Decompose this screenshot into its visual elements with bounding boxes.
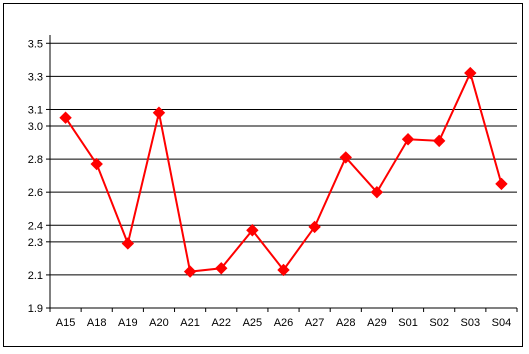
chart-frame [3, 3, 523, 347]
data-point-marker [59, 111, 72, 124]
y-tick-label: 2.3 [28, 237, 43, 249]
data-point-marker [432, 134, 446, 148]
data-point-marker [152, 106, 166, 119]
y-tick-label: 2.4 [28, 220, 43, 232]
x-tick-label: A20 [149, 317, 169, 329]
x-tick-label: A29 [367, 317, 387, 329]
y-tick-label: 2.6 [28, 187, 43, 199]
y-tick-label: 3.0 [28, 121, 43, 133]
data-point-marker [121, 237, 135, 250]
x-tick-label: A28 [336, 317, 356, 329]
x-tick-label: S02 [429, 317, 449, 329]
data-point-marker [90, 157, 103, 171]
x-tick-label: S01 [398, 317, 418, 329]
x-tick-label: A22 [211, 317, 231, 329]
y-tick-label: 3.3 [28, 71, 43, 83]
x-tick-label: S03 [461, 317, 481, 329]
y-tick-label: 3.1 [28, 104, 43, 116]
y-tick-label: 3.5 [28, 38, 43, 50]
data-point-marker [339, 151, 352, 164]
data-point-marker [401, 133, 415, 146]
x-tick-label: A26 [274, 317, 294, 329]
data-point-marker [183, 265, 197, 278]
y-tick-label: 1.9 [28, 303, 43, 315]
data-point-marker [308, 220, 321, 234]
x-tick-label: A21 [180, 317, 200, 329]
data-point-marker [215, 262, 228, 275]
x-tick-label: A15 [56, 317, 76, 329]
x-tick-label: A19 [118, 317, 138, 329]
data-point-marker [370, 185, 384, 199]
x-tick-label: A18 [87, 317, 107, 329]
y-tick-label: 2.1 [28, 270, 43, 282]
x-tick-label: A27 [305, 317, 325, 329]
data-point-marker [464, 66, 477, 80]
x-tick-label: A25 [243, 317, 263, 329]
data-point-marker [277, 263, 290, 277]
data-point-marker [246, 224, 259, 237]
data-point-marker [495, 177, 508, 191]
y-tick-label: 2.8 [28, 154, 43, 166]
x-tick-label: S04 [492, 317, 512, 329]
